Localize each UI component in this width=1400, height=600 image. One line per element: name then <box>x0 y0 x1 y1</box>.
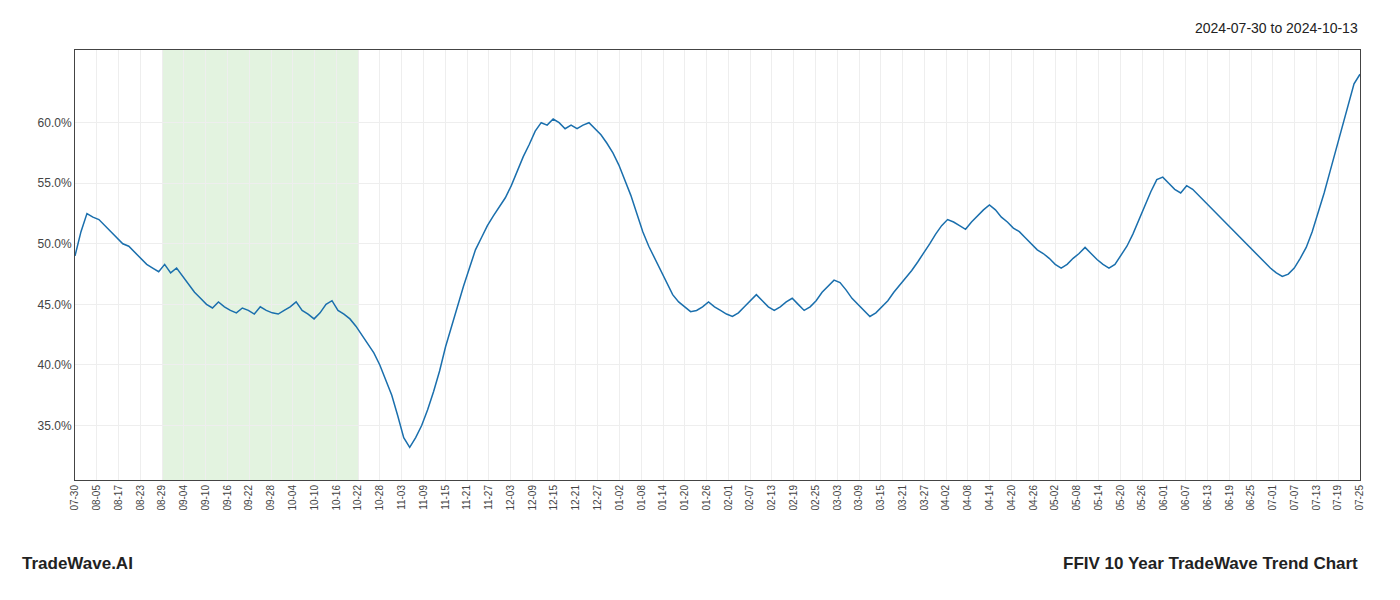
svg-text:02-13: 02-13 <box>766 485 777 511</box>
svg-text:09-04: 09-04 <box>178 485 189 511</box>
svg-text:05-08: 05-08 <box>1071 485 1082 511</box>
svg-text:03-15: 03-15 <box>875 485 886 511</box>
svg-text:06-19: 06-19 <box>1224 485 1235 511</box>
svg-text:06-25: 06-25 <box>1245 485 1256 511</box>
svg-text:03-21: 03-21 <box>897 485 908 511</box>
svg-text:05-26: 05-26 <box>1136 485 1147 511</box>
svg-text:10-04: 10-04 <box>287 485 298 511</box>
svg-text:05-02: 05-02 <box>1049 485 1060 511</box>
svg-text:07-13: 07-13 <box>1311 485 1322 511</box>
svg-text:02-19: 02-19 <box>788 485 799 511</box>
svg-text:04-08: 04-08 <box>962 485 973 511</box>
svg-text:02-25: 02-25 <box>810 485 821 511</box>
svg-text:11-03: 11-03 <box>396 485 407 510</box>
svg-text:12-27: 12-27 <box>592 485 603 511</box>
svg-text:08-05: 08-05 <box>91 485 102 511</box>
svg-text:04-26: 04-26 <box>1028 485 1039 511</box>
svg-text:55.0%: 55.0% <box>38 176 72 190</box>
svg-text:01-26: 01-26 <box>701 485 712 511</box>
svg-text:02-01: 02-01 <box>723 485 734 511</box>
svg-text:2024-07-30 to 2024-10-13: 2024-07-30 to 2024-10-13 <box>1195 20 1358 36</box>
svg-text:12-21: 12-21 <box>570 485 581 511</box>
svg-text:03-03: 03-03 <box>832 485 843 511</box>
svg-text:08-23: 08-23 <box>135 485 146 511</box>
svg-text:10-22: 10-22 <box>352 485 363 511</box>
svg-text:12-09: 12-09 <box>527 485 538 511</box>
svg-text:06-07: 06-07 <box>1180 485 1191 511</box>
svg-text:09-22: 09-22 <box>243 485 254 511</box>
svg-text:07-01: 07-01 <box>1267 485 1278 511</box>
svg-text:09-10: 09-10 <box>200 485 211 511</box>
svg-text:08-17: 08-17 <box>113 485 124 511</box>
svg-text:11-15: 11-15 <box>440 485 451 510</box>
svg-text:01-20: 01-20 <box>679 485 690 511</box>
svg-text:10-16: 10-16 <box>331 485 342 511</box>
svg-text:TradeWave.AI: TradeWave.AI <box>22 554 133 573</box>
svg-text:05-14: 05-14 <box>1093 485 1104 511</box>
svg-text:04-02: 04-02 <box>940 485 951 511</box>
svg-text:07-25: 07-25 <box>1354 485 1365 511</box>
svg-text:12-03: 12-03 <box>505 485 516 511</box>
svg-text:04-20: 04-20 <box>1006 485 1017 511</box>
svg-text:11-27: 11-27 <box>483 485 494 510</box>
svg-text:02-07: 02-07 <box>744 485 755 511</box>
svg-text:35.0%: 35.0% <box>38 419 72 433</box>
svg-text:09-16: 09-16 <box>222 485 233 511</box>
svg-text:07-07: 07-07 <box>1289 485 1300 511</box>
svg-text:10-10: 10-10 <box>309 485 320 511</box>
svg-text:10-28: 10-28 <box>374 485 385 511</box>
svg-text:01-08: 01-08 <box>636 485 647 511</box>
svg-text:45.0%: 45.0% <box>38 298 72 312</box>
svg-text:03-09: 03-09 <box>853 485 864 511</box>
svg-text:01-02: 01-02 <box>614 485 625 511</box>
svg-text:03-27: 03-27 <box>919 485 930 511</box>
svg-text:FFIV 10 Year TradeWave Trend C: FFIV 10 Year TradeWave Trend Chart <box>1063 554 1358 573</box>
svg-text:07-30: 07-30 <box>69 485 80 511</box>
svg-text:50.0%: 50.0% <box>38 237 72 251</box>
svg-text:06-01: 06-01 <box>1158 485 1169 511</box>
svg-text:01-14: 01-14 <box>657 485 668 511</box>
svg-text:12-15: 12-15 <box>548 485 559 511</box>
svg-text:08-29: 08-29 <box>156 485 167 511</box>
svg-text:04-14: 04-14 <box>984 485 995 511</box>
svg-text:07-19: 07-19 <box>1332 485 1343 511</box>
svg-text:06-13: 06-13 <box>1202 485 1213 511</box>
svg-text:11-09: 11-09 <box>418 485 429 510</box>
svg-text:11-21: 11-21 <box>461 485 472 510</box>
svg-text:09-28: 09-28 <box>265 485 276 511</box>
svg-text:05-20: 05-20 <box>1115 485 1126 511</box>
svg-text:60.0%: 60.0% <box>38 116 72 130</box>
svg-text:40.0%: 40.0% <box>38 358 72 372</box>
